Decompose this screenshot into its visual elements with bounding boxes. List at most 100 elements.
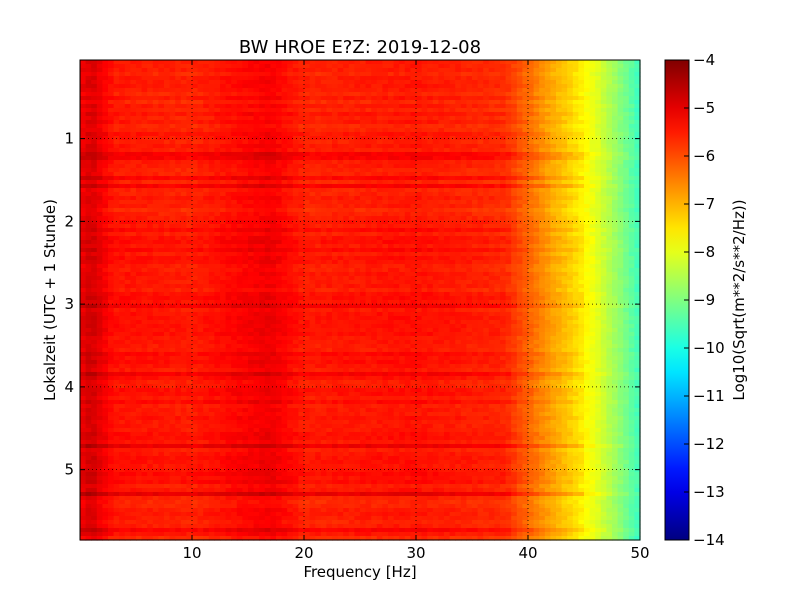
heatmap-cell (186, 244, 193, 249)
heatmap-cell (124, 216, 131, 221)
heatmap-cell (365, 132, 372, 137)
heatmap-cell (483, 228, 490, 233)
heatmap-cell (494, 204, 501, 209)
heatmap-cell (360, 248, 367, 253)
heatmap-cell (556, 196, 563, 201)
heatmap-cell (376, 60, 383, 65)
heatmap-cell (80, 108, 87, 113)
heatmap-cell (617, 172, 624, 177)
heatmap-cell (136, 104, 143, 109)
heatmap-cell (91, 172, 98, 177)
heatmap-cell (617, 216, 624, 221)
heatmap-cell (259, 60, 266, 65)
heatmap-cell (354, 160, 361, 165)
heatmap-cell (309, 84, 316, 89)
heatmap-cell (281, 256, 288, 261)
heatmap-cell (180, 108, 187, 113)
heatmap-cell (522, 140, 529, 145)
heatmap-cell (186, 96, 193, 101)
heatmap-cell (264, 88, 271, 93)
heatmap-cell (612, 128, 619, 133)
heatmap-cell (533, 128, 540, 133)
heatmap-cell (399, 76, 406, 81)
heatmap-cell (270, 236, 277, 241)
heatmap-cell (528, 236, 535, 241)
heatmap-cell (225, 92, 232, 97)
heatmap-cell (539, 76, 546, 81)
heatmap-cell (393, 248, 400, 253)
heatmap-cell (505, 156, 512, 161)
heatmap-cell (393, 116, 400, 121)
heatmap-cell (410, 168, 417, 173)
heatmap-cell (427, 128, 434, 133)
heatmap-cell (253, 252, 260, 257)
heatmap-cell (488, 216, 495, 221)
heatmap-cell (208, 176, 215, 181)
heatmap-cell (360, 128, 367, 133)
heatmap-cell (197, 196, 204, 201)
heatmap-cell (225, 252, 232, 257)
heatmap-cell (623, 84, 630, 89)
heatmap-cell (236, 108, 243, 113)
heatmap-cell (259, 88, 266, 93)
heatmap-cell (80, 156, 87, 161)
heatmap-cell (595, 156, 602, 161)
heatmap-cell (595, 128, 602, 133)
heatmap-cell (455, 228, 462, 233)
heatmap-cell (494, 156, 501, 161)
heatmap-cell (449, 244, 456, 249)
heatmap-cell (354, 112, 361, 117)
heatmap-cell (242, 184, 249, 189)
heatmap-cell (612, 136, 619, 141)
heatmap-cell (225, 192, 232, 197)
heatmap-cell (432, 88, 439, 93)
heatmap-cell (427, 144, 434, 149)
heatmap-cell (539, 60, 546, 65)
heatmap-cell (617, 100, 624, 105)
heatmap-cell (449, 76, 456, 81)
heatmap-cell (326, 204, 333, 209)
heatmap-cell (152, 180, 159, 185)
heatmap-cell (600, 80, 607, 85)
heatmap-cell (242, 136, 249, 141)
heatmap-cell (544, 112, 551, 117)
heatmap-cell (287, 116, 294, 121)
heatmap-cell (298, 256, 305, 261)
heatmap-cell (130, 72, 137, 77)
heatmap-cell (360, 164, 367, 169)
heatmap-cell (427, 76, 434, 81)
heatmap-cell (472, 80, 479, 85)
heatmap-cell (544, 204, 551, 209)
heatmap-cell (427, 160, 434, 165)
heatmap-cell (186, 188, 193, 193)
heatmap-cell (91, 156, 98, 161)
heatmap-cell (612, 216, 619, 221)
heatmap-cell (326, 124, 333, 129)
heatmap-cell (320, 160, 327, 165)
heatmap-cell (584, 128, 591, 133)
heatmap-cell (248, 124, 255, 129)
heatmap-cell (281, 152, 288, 157)
heatmap-cell (376, 156, 383, 161)
heatmap-cell (337, 240, 344, 245)
heatmap-cell (539, 208, 546, 213)
heatmap-cell (225, 156, 232, 161)
heatmap-cell (623, 184, 630, 189)
heatmap-cell (91, 88, 98, 93)
heatmap-cell (427, 240, 434, 245)
heatmap-cell (186, 208, 193, 213)
heatmap-cell (130, 212, 137, 217)
heatmap-cell (606, 156, 613, 161)
heatmap-cell (192, 88, 199, 93)
heatmap-cell (550, 160, 557, 165)
heatmap-cell (421, 72, 428, 77)
heatmap-cell (96, 60, 103, 65)
heatmap-cell (393, 256, 400, 261)
heatmap-cell (175, 216, 182, 221)
heatmap-cell (270, 132, 277, 137)
heatmap-cell (231, 208, 238, 213)
heatmap-cell (80, 212, 87, 217)
heatmap-cell (550, 176, 557, 181)
heatmap-cell (393, 176, 400, 181)
heatmap-cell (572, 76, 579, 81)
